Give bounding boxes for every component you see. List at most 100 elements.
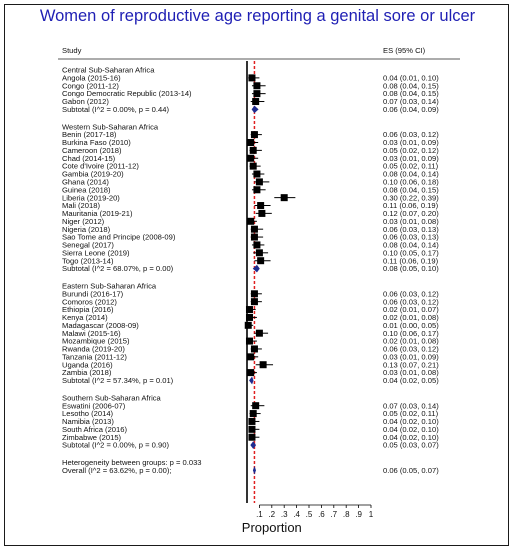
study-estimate: 0.03 (0.01, 0.09)	[383, 352, 439, 361]
study-estimate: 0.13 (0.07, 0.21)	[383, 360, 439, 369]
study-estimate: 0.04 (0.02, 0.10)	[383, 433, 439, 442]
study-marker	[255, 249, 263, 257]
study-estimate: 0.08 (0.04, 0.15)	[383, 89, 439, 98]
study-marker	[253, 170, 261, 178]
group-label: Eastern Sub-Saharan Africa	[62, 282, 157, 291]
study-estimate: 0.08 (0.04, 0.15)	[383, 81, 439, 90]
column-header-study: Study	[62, 46, 82, 55]
subtotal-estimate: 0.06 (0.04, 0.09)	[383, 105, 439, 114]
study-label: Mali (2018)	[62, 201, 100, 210]
study-marker	[280, 194, 288, 202]
study-marker	[247, 138, 255, 146]
pooled-diamond	[252, 264, 260, 273]
study-marker	[255, 329, 263, 337]
study-marker	[253, 90, 261, 98]
study-label: Ethiopia (2016)	[62, 305, 114, 314]
study-estimate: 0.02 (0.01, 0.08)	[383, 313, 439, 322]
x-tick-label: .5	[306, 510, 313, 519]
study-label: Niger (2012)	[62, 217, 105, 226]
study-label: Angola (2015-16)	[62, 73, 121, 82]
study-estimate: 0.01 (0.00, 0.05)	[383, 321, 439, 330]
subtotal-label: Subtotal (I^2 = 0.00%, p = 0.44)	[62, 105, 169, 114]
x-tick-label: .6	[318, 510, 325, 519]
study-estimate: 0.06 (0.03, 0.12)	[383, 345, 439, 354]
study-estimate: 0.10 (0.05, 0.17)	[383, 248, 439, 257]
group-label: Western Sub-Saharan Africa	[62, 122, 159, 131]
study-estimate: 0.02 (0.01, 0.07)	[383, 305, 439, 314]
study-marker	[247, 217, 255, 225]
study-marker	[247, 353, 255, 361]
pooled-diamond	[251, 105, 259, 114]
study-label: Mozambique (2015)	[62, 337, 130, 346]
study-estimate: 0.10 (0.06, 0.17)	[383, 329, 439, 338]
study-label: Gabon (2012)	[62, 97, 109, 106]
study-estimate: 0.04 (0.02, 0.10)	[383, 425, 439, 434]
study-estimate: 0.10 (0.06, 0.18)	[383, 177, 439, 186]
study-label: Kenya (2014)	[62, 313, 108, 322]
x-tick-label: .3	[281, 510, 288, 519]
study-marker	[244, 321, 252, 329]
study-label: Mauritania (2019-21)	[62, 209, 133, 218]
subtotal-estimate: 0.04 (0.02, 0.05)	[383, 376, 439, 385]
study-label: Malawi (2015-16)	[62, 329, 121, 338]
x-tick-label: .8	[343, 510, 350, 519]
study-label: Guinea (2018)	[62, 185, 111, 194]
study-marker	[247, 369, 255, 377]
subtotal-label: Subtotal (I^2 = 0.00%, p = 0.90)	[62, 441, 169, 450]
study-marker	[257, 257, 265, 265]
study-marker	[253, 241, 261, 249]
study-label: Tanzania (2011-12)	[62, 352, 127, 361]
study-estimate: 0.02 (0.01, 0.08)	[383, 337, 439, 346]
study-marker	[249, 146, 257, 154]
overall-label: Overall (I^2 = 63.62%, p = 0.00);	[62, 466, 172, 475]
study-estimate: 0.30 (0.22, 0.39)	[383, 193, 439, 202]
study-estimate: 0.03 (0.01, 0.08)	[383, 368, 439, 377]
study-estimate: 0.05 (0.02, 0.11)	[383, 409, 439, 418]
study-marker	[245, 337, 253, 345]
study-marker	[249, 410, 257, 418]
study-label: Namibia (2013)	[62, 417, 114, 426]
study-estimate: 0.05 (0.02, 0.12)	[383, 146, 439, 155]
overall-estimate: 0.06 (0.05, 0.07)	[383, 466, 439, 475]
study-marker	[259, 361, 267, 369]
x-axis-label: Proportion	[242, 520, 302, 535]
study-label: Lesotho (2014)	[62, 409, 114, 418]
study-label: Burundi (2016-17)	[62, 289, 124, 298]
study-marker	[249, 162, 257, 170]
study-estimate: 0.06 (0.03, 0.12)	[383, 297, 439, 306]
study-marker	[250, 298, 258, 306]
subtotal-label: Subtotal (I^2 = 57.34%, p = 0.01)	[62, 376, 174, 385]
study-estimate: 0.08 (0.04, 0.14)	[383, 241, 439, 250]
study-marker	[252, 402, 260, 410]
study-marker	[245, 306, 253, 314]
study-label: South Africa (2016)	[62, 425, 127, 434]
group-label: Southern Sub-Saharan Africa	[62, 393, 162, 402]
subtotal-estimate: 0.08 (0.05, 0.10)	[383, 264, 439, 273]
study-label: Madagascar (2008-09)	[62, 321, 139, 330]
study-marker	[253, 186, 261, 194]
study-estimate: 0.06 (0.03, 0.12)	[383, 130, 439, 139]
study-marker	[258, 209, 266, 217]
chart-title: Women of reproductive age reporting a ge…	[39, 7, 476, 25]
study-marker	[257, 202, 265, 210]
group-label: Central Sub-Saharan Africa	[62, 66, 155, 75]
study-estimate: 0.08 (0.04, 0.15)	[383, 185, 439, 194]
study-label: Benin (2017-18)	[62, 130, 117, 139]
study-marker	[252, 98, 260, 106]
study-marker	[250, 233, 258, 241]
study-estimate: 0.08 (0.04, 0.14)	[383, 170, 439, 179]
study-estimate: 0.07 (0.03, 0.14)	[383, 97, 439, 106]
study-label: Cote d'Ivoire (2011-12)	[62, 162, 139, 171]
study-marker	[250, 131, 258, 139]
study-marker	[248, 417, 256, 425]
study-marker	[248, 425, 256, 433]
study-label: Gambia (2019-20)	[62, 170, 124, 179]
study-label: Chad (2014-15)	[62, 154, 116, 163]
subtotal-estimate: 0.05 (0.03, 0.07)	[383, 441, 439, 450]
study-label: Liberia (2019-20)	[62, 193, 120, 202]
study-estimate: 0.03 (0.01, 0.09)	[383, 138, 439, 147]
study-label: Sierra Leone (2019)	[62, 248, 130, 257]
x-tick-label: .4	[293, 510, 300, 519]
study-estimate: 0.05 (0.02, 0.11)	[383, 162, 439, 171]
